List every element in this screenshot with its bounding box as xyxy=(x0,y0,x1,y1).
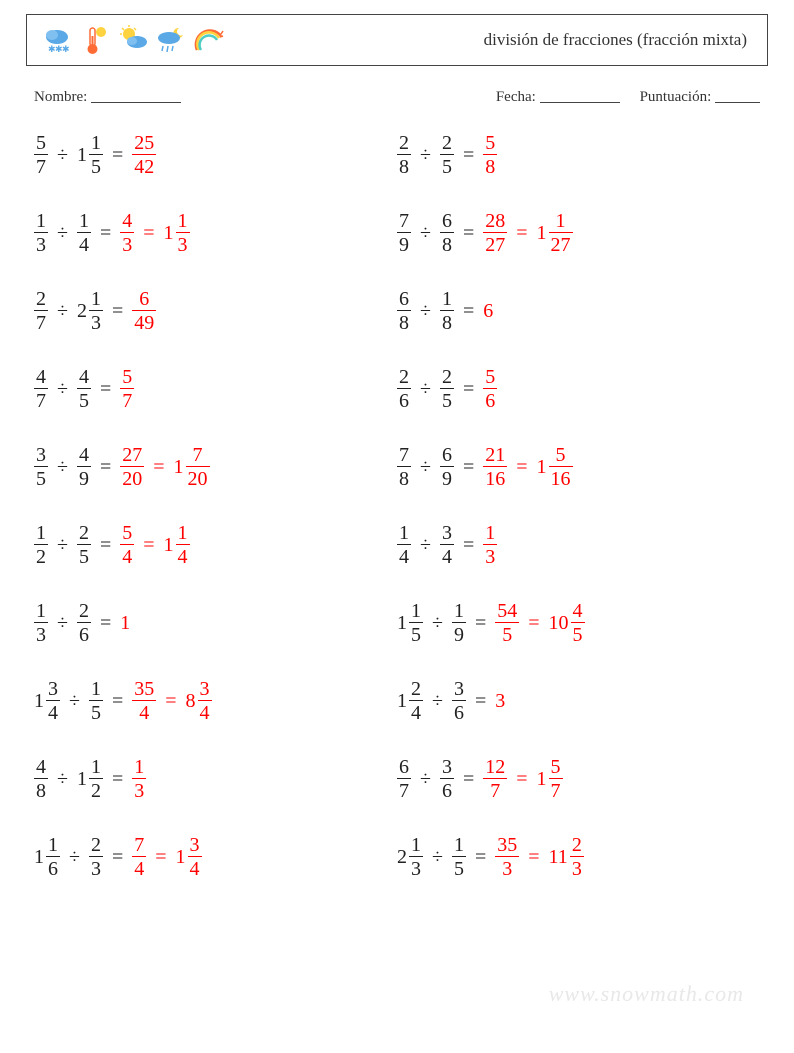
answer: 2116=1516 xyxy=(483,445,572,489)
problem-row: 116÷23=74=134 xyxy=(34,832,397,882)
problems-column-left: 57÷115=2542 13÷14=43=113 27÷213=649 47÷45=5… xyxy=(34,130,397,882)
answer: 74=134 xyxy=(132,835,201,879)
worksheet-title: división de fracciones (fracción mixta) xyxy=(225,30,753,50)
sun-cloud-icon xyxy=(117,24,149,56)
answer: 57 xyxy=(120,367,134,411)
problem-row: 67÷36=127=157 xyxy=(397,754,760,804)
answer: 13 xyxy=(483,523,497,567)
problem-row: 48÷112=13 xyxy=(34,754,397,804)
answer: 43=113 xyxy=(120,211,189,255)
date-blank[interactable] xyxy=(540,88,620,103)
answer: 54=114 xyxy=(120,523,189,567)
score-blank[interactable] xyxy=(715,88,760,103)
problem-row: 124÷36=3 xyxy=(397,676,760,726)
info-row: Nombre: Fecha: Puntuación: xyxy=(26,86,768,106)
answer: 127=157 xyxy=(483,757,562,801)
problem-row: 14÷34=13 xyxy=(397,520,760,570)
answer: 353=1123 xyxy=(495,835,584,879)
problem-row: 78÷69=2116=1516 xyxy=(397,442,760,492)
svg-text:✱: ✱ xyxy=(62,44,70,54)
problem-row: 28÷25=58 xyxy=(397,130,760,180)
problem-row: 79÷68=2827=1127 xyxy=(397,208,760,258)
rainbow-icon xyxy=(193,24,225,56)
problem-row: 134÷15=354=834 xyxy=(34,676,397,726)
problem-row: 13÷14=43=113 xyxy=(34,208,397,258)
problem-row: 47÷45=57 xyxy=(34,364,397,414)
problem-row: 26÷25=56 xyxy=(397,364,760,414)
name-label: Nombre: xyxy=(34,89,87,105)
answer: 3 xyxy=(495,690,505,713)
answer: 649 xyxy=(132,289,156,333)
problem-row: 115÷19=545=1045 xyxy=(397,598,760,648)
answer: 1 xyxy=(120,612,130,635)
problem-row: 12÷25=54=114 xyxy=(34,520,397,570)
header-box: ✱ ✱ ✱ xyxy=(26,14,768,66)
problem-row: 68÷18=6 xyxy=(397,286,760,336)
problems-column-right: 28÷25=58 79÷68=2827=1127 68÷18=6 26÷25=56 78… xyxy=(397,130,760,882)
answer: 58 xyxy=(483,133,497,177)
watermark: www.snowmath.com xyxy=(549,981,744,1007)
answer: 2542 xyxy=(132,133,156,177)
date-label: Fecha: xyxy=(496,89,536,105)
cloud-snow-icon: ✱ ✱ ✱ xyxy=(41,24,73,56)
answer: 6 xyxy=(483,300,493,323)
problems-grid: 57÷115=2542 13÷14=43=113 27÷213=649 47÷45=5… xyxy=(26,130,768,882)
score-label: Puntuación: xyxy=(640,89,712,105)
problem-row: 35÷49=2720=1720 xyxy=(34,442,397,492)
answer: 2827=1127 xyxy=(483,211,572,255)
problem-row: 27÷213=649 xyxy=(34,286,397,336)
thermometer-sun-icon xyxy=(79,24,111,56)
answer: 2720=1720 xyxy=(120,445,209,489)
cloud-rain-moon-icon xyxy=(155,24,187,56)
answer: 354=834 xyxy=(132,679,211,723)
problem-row: 213÷15=353=1123 xyxy=(397,832,760,882)
problem-row: 57÷115=2542 xyxy=(34,130,397,180)
answer: 13 xyxy=(132,757,146,801)
problem-row: 13÷26=1 xyxy=(34,598,397,648)
header-icons: ✱ ✱ ✱ xyxy=(41,24,225,56)
answer: 56 xyxy=(483,367,497,411)
name-blank[interactable] xyxy=(91,88,181,103)
answer: 545=1045 xyxy=(495,601,584,645)
